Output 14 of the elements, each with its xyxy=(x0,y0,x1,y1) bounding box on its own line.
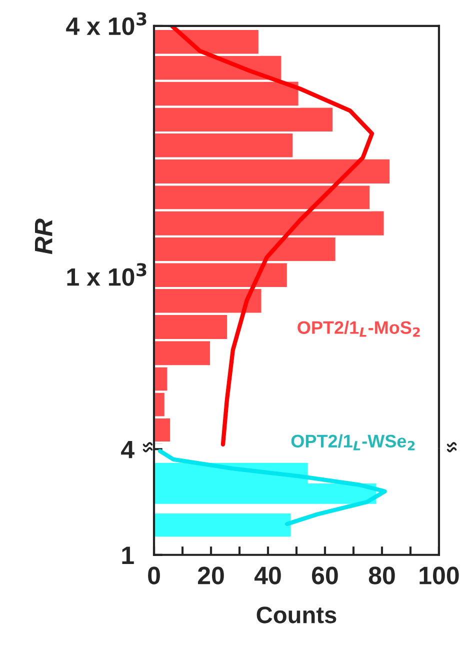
x-tick-label: 80 xyxy=(368,566,395,584)
y-tick-label: 1 x 10$^{3}$ xyxy=(67,263,146,286)
x-tick-label: 20 xyxy=(198,566,224,584)
y-axis-title: RR xyxy=(34,218,52,254)
x-tick-label: 40 xyxy=(254,566,281,584)
x-tick-label: 60 xyxy=(312,566,338,584)
series-label: OPT2/1$_{L}$-MoS$_{2}$ xyxy=(298,320,420,337)
y-tick-label: 1 xyxy=(122,546,134,564)
x-tick-label: 100 xyxy=(420,566,459,584)
x-axis-title: Counts xyxy=(256,606,336,624)
y-tick-label: 4 x 10$^{3}$ xyxy=(66,12,146,36)
series-label: OPT2/1$_{L}$-WSe$_{2}$ xyxy=(291,434,415,450)
y-tick-label: 4 xyxy=(121,440,134,458)
x-tick-label: 0 xyxy=(148,566,160,584)
